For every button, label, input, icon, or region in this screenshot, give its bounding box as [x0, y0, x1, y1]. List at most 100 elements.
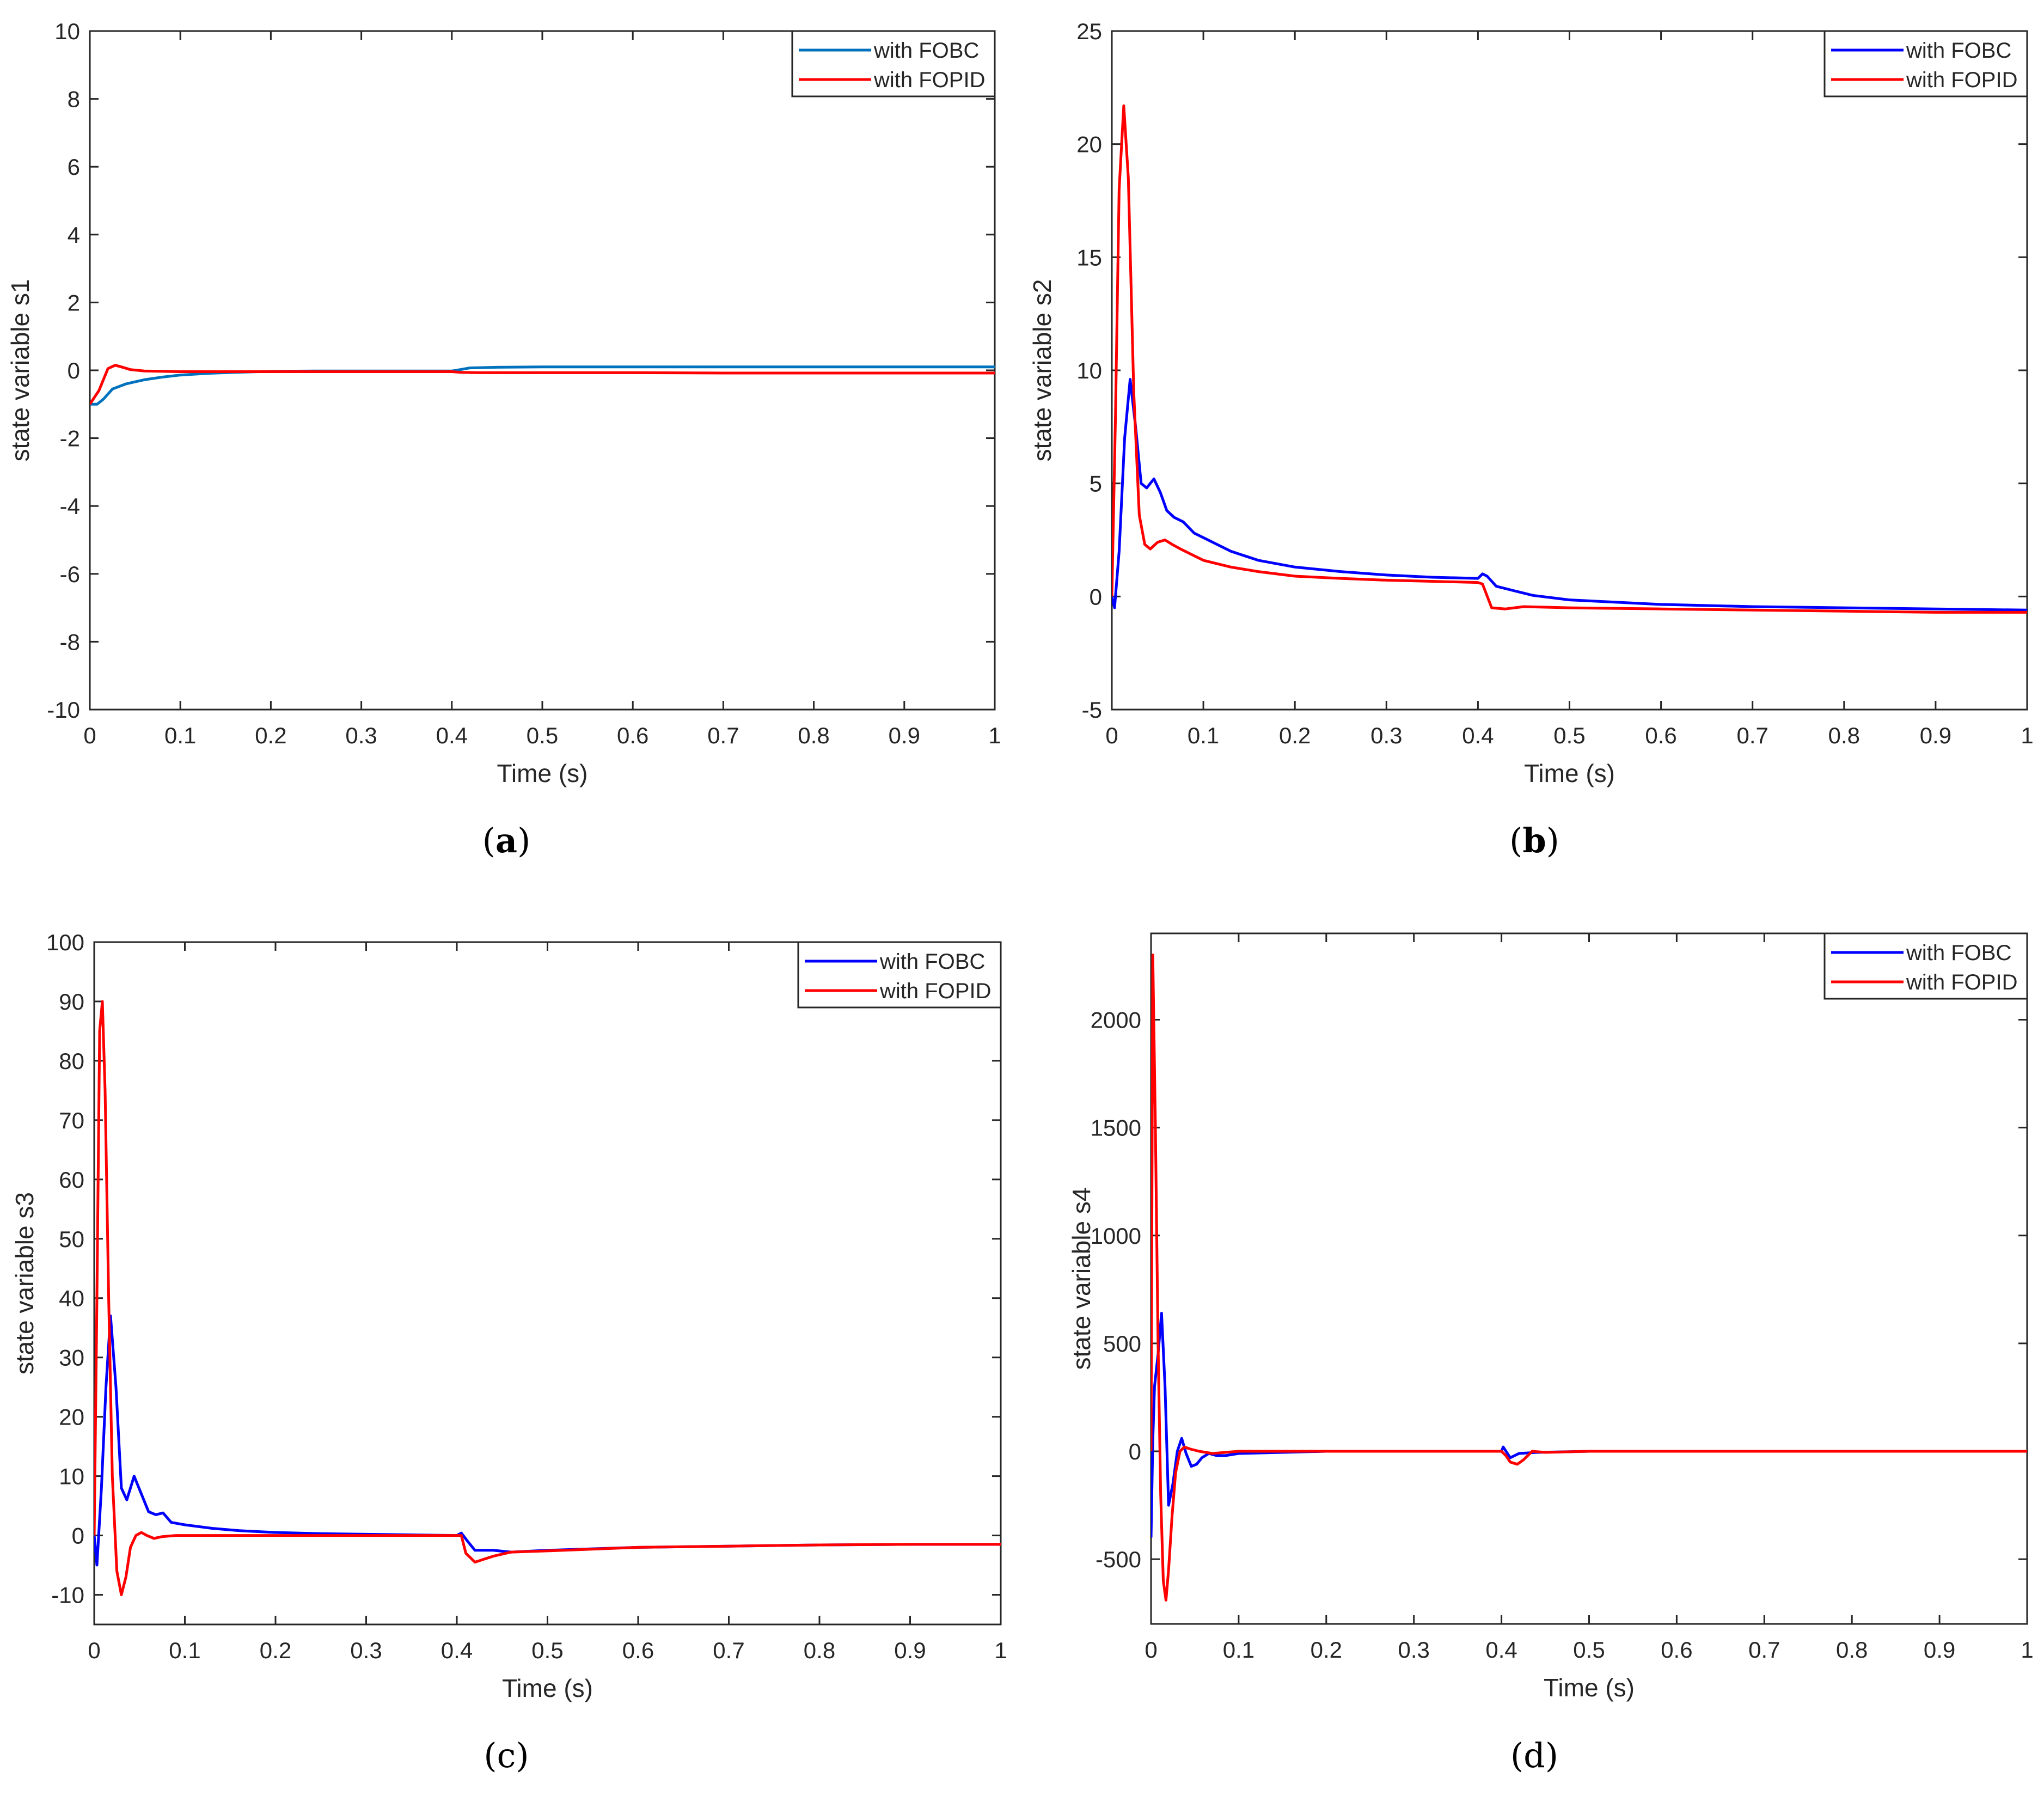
legend: with FOBC with FOPID	[791, 30, 996, 97]
x-tick-label: 0.3	[1398, 1637, 1430, 1663]
legend: with FOBC with FOPID	[1823, 30, 2028, 97]
legend-box	[1823, 30, 2028, 97]
y-tick-label: -4	[60, 493, 80, 519]
y-tick-label: 5	[1090, 471, 1102, 497]
panel-caption-letter: d	[1523, 1736, 1545, 1775]
x-tick-label: 1	[994, 1638, 1007, 1663]
legend-box	[797, 941, 1002, 1009]
x-tick-label: 0.7	[713, 1638, 744, 1663]
x-tick-label: 0.8	[798, 723, 829, 748]
y-tick-label: 2000	[1091, 1007, 1141, 1033]
x-tick-label: 0.5	[527, 723, 558, 748]
x-tick-label: 0.6	[622, 1638, 654, 1663]
x-tick-label: 0.7	[707, 723, 739, 748]
x-tick-label: 0.7	[1737, 723, 1768, 748]
chart-panel-c: 0 0.1 0.2 0.3 0.4 0.5 0.6 0.7 0.8 0.9 1 -10 0 10 20 30 4…	[10, 930, 1007, 1775]
x-tick-label: 0	[88, 1638, 100, 1663]
x-tick-label: 0.5	[531, 1638, 563, 1663]
y-tick-label: -500	[1096, 1547, 1141, 1572]
y-tick-label: -5	[1082, 697, 1102, 723]
y-tick-label: 100	[46, 930, 84, 955]
y-tick-label: 500	[1103, 1331, 1141, 1357]
x-tick-label: 0.8	[804, 1638, 835, 1663]
y-tick-label: -10	[47, 697, 80, 723]
x-tick-label: 0.7	[1748, 1637, 1780, 1663]
y-tick-label: 10	[1076, 358, 1102, 383]
series-line-fopid	[94, 1000, 1001, 1596]
x-axis-label: Time (s)	[1524, 759, 1615, 787]
legend: with FOBC with FOPID	[1823, 932, 2028, 1000]
y-tick-label: 90	[59, 989, 84, 1015]
x-tick-label: 0.2	[260, 1638, 291, 1663]
x-tick-label: 0.1	[169, 1638, 200, 1663]
y-axis-label: state variable s1	[6, 279, 34, 462]
x-tick-label: 0.3	[1370, 723, 1402, 748]
y-tick-label: 6	[68, 154, 80, 180]
x-tick-label: 0.1	[164, 723, 196, 748]
x-tick-label: 0.9	[894, 1638, 926, 1663]
y-tick-label: -2	[60, 426, 80, 451]
x-tick-label: 0.6	[617, 723, 648, 748]
y-tick-label: 30	[59, 1345, 84, 1371]
x-tick-label: 0.9	[1920, 723, 1951, 748]
x-tick-label: 1	[988, 723, 1001, 748]
x-tick-label: 0.1	[1223, 1637, 1254, 1663]
x-tick-label: 0	[1105, 723, 1118, 748]
legend-entry: with FOBC	[879, 950, 985, 974]
series-line-fopid	[90, 364, 995, 405]
x-tick-label: 0.3	[345, 723, 377, 748]
y-tick-label: 1500	[1091, 1115, 1141, 1141]
legend-entry: with FOPID	[1906, 68, 2017, 92]
panel-caption: (d)	[1510, 1736, 1558, 1775]
y-tick-label: 0	[72, 1523, 84, 1549]
x-axis-label: Time (s)	[497, 759, 588, 787]
y-tick-label: 40	[59, 1286, 84, 1311]
panel-caption-letter: a	[495, 821, 517, 860]
chart-panel-a: 0 0.1 0.2 0.3 0.4 0.5 0.6 0.7 0.8 0.9 1 -10 -8 -6 -4 -2…	[6, 19, 1001, 860]
panel-caption-letter: b	[1522, 821, 1546, 860]
x-tick-label: 0.4	[1462, 723, 1494, 748]
y-tick-label: 10	[59, 1464, 84, 1489]
legend-entry: with FOPID	[1906, 970, 2017, 994]
x-tick-label: 0.6	[1661, 1637, 1692, 1663]
legend-box	[1823, 932, 2028, 1000]
x-tick-label: 0.8	[1828, 723, 1860, 748]
series-group	[90, 364, 995, 406]
x-tick-label: 0.2	[255, 723, 286, 748]
y-tick-label: 15	[1076, 245, 1102, 270]
legend-entry: with FOBC	[873, 39, 979, 63]
legend-entry: with FOBC	[1906, 39, 2011, 63]
x-axis-label: Time (s)	[1544, 1673, 1635, 1702]
y-tick-label: 50	[59, 1226, 84, 1252]
plot-frame	[93, 941, 1002, 1626]
x-tick-label: 0.3	[350, 1638, 382, 1663]
series-group	[94, 1000, 1001, 1596]
y-tick-label: 80	[59, 1048, 84, 1074]
y-tick-label: 60	[59, 1167, 84, 1193]
y-tick-label: 4	[68, 222, 80, 248]
legend: with FOBC with FOPID	[797, 941, 1002, 1009]
x-tick-label: 0.2	[1279, 723, 1311, 748]
y-tick-label: 70	[59, 1108, 84, 1133]
x-tick-label: 0.1	[1188, 723, 1219, 748]
y-tick-label: 20	[1076, 132, 1102, 157]
chart-panel-d: 0 0.1 0.2 0.3 0.4 0.5 0.6 0.7 0.8 0.9 1 -500 0 500 100…	[1067, 932, 2034, 1775]
y-tick-label: -8	[60, 629, 80, 655]
x-tick-label: 0.9	[889, 723, 920, 748]
x-tick-label: 0.5	[1573, 1637, 1605, 1663]
panel-caption: (c)	[484, 1736, 529, 1775]
panel-caption-letter: c	[497, 1736, 516, 1775]
x-tick-label: 0.4	[436, 723, 468, 748]
x-tick-label: 0.6	[1645, 723, 1676, 748]
x-tick-label: 0	[83, 723, 96, 748]
legend-entry: with FOBC	[1906, 941, 2011, 965]
legend-entry: with FOPID	[879, 979, 991, 1003]
series-line-fopid	[1151, 954, 2027, 1602]
y-tick-label: 0	[1090, 584, 1102, 609]
y-tick-label: 25	[1076, 19, 1102, 44]
y-tick-label: 2	[68, 290, 80, 315]
x-tick-label: 0.9	[1924, 1637, 1955, 1663]
series-group	[1151, 954, 2027, 1602]
panel-caption: (a)	[482, 821, 531, 860]
x-tick-label: 1	[2021, 1637, 2033, 1663]
